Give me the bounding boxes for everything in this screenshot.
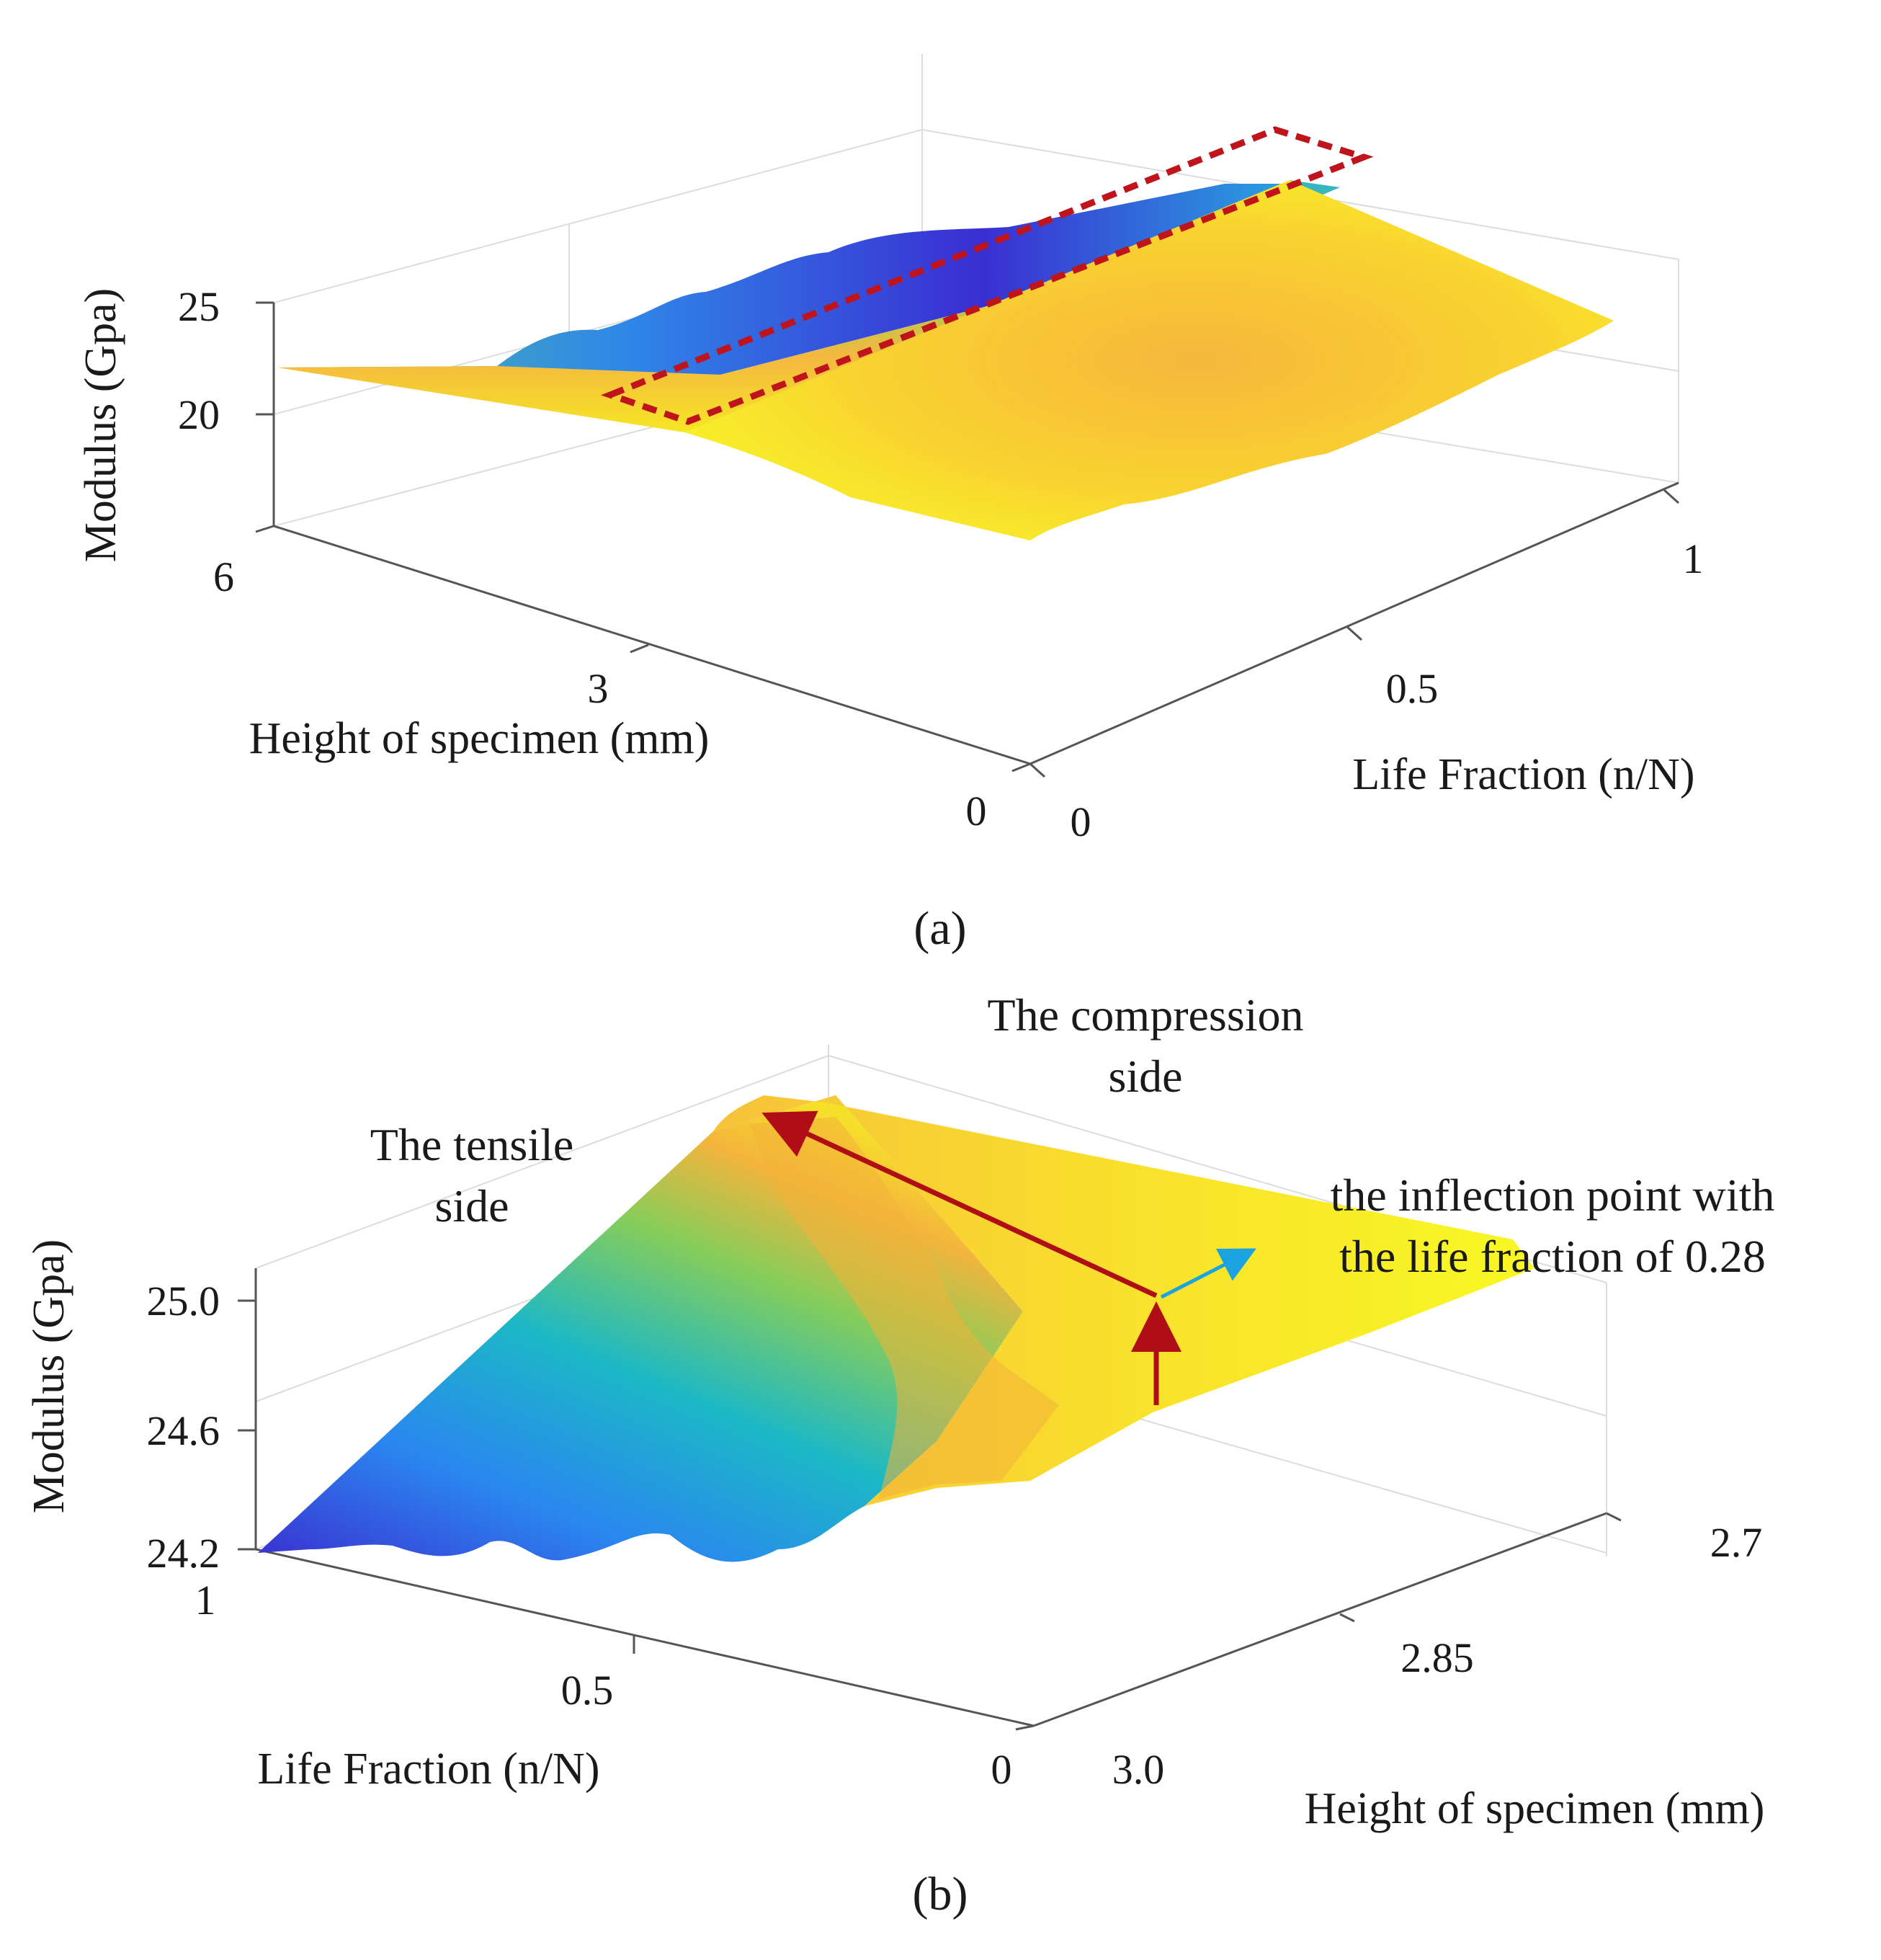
surface-a-blue-ridge [277, 184, 1282, 375]
panel-b-axes [254, 1268, 1607, 1727]
a-panel-label: (a) [913, 902, 966, 955]
a-ytick-05: 0.5 [1386, 665, 1439, 712]
b-xtick-1: 1 [195, 1577, 216, 1623]
b-ytick-285: 2.85 [1400, 1634, 1474, 1681]
note-inflection-line1: the inflection point with [1331, 1170, 1775, 1221]
a-ztick-20: 20 [178, 391, 220, 438]
b-panel-label: (b) [913, 1868, 968, 1920]
surface-a-transition [277, 180, 1340, 432]
panel-b: 25.0 24.6 24.2 1 0.5 0 3.0 2.85 2.7 Modu… [24, 989, 1774, 1920]
b-ztick-250: 25.0 [147, 1278, 220, 1324]
note-tensile-line1: The tensile [370, 1119, 574, 1170]
panel-a: 25 20 6 3 0 0 0.5 1 Modulus (Gpa) Height… [76, 54, 1704, 955]
note-inflection-line2: the life fraction of 0.28 [1339, 1231, 1766, 1282]
note-compression-line1: The compression [988, 989, 1304, 1041]
surface-b-mid-shade [749, 1117, 1059, 1499]
arrow-inflection-pointer [1160, 1248, 1256, 1299]
b-ytick-27: 2.7 [1710, 1519, 1763, 1566]
a-xlabel: Height of specimen (mm) [249, 714, 710, 763]
note-compression-line2: side [1108, 1051, 1182, 1102]
b-ztick-242: 24.2 [147, 1530, 220, 1577]
b-ztick-246: 24.6 [147, 1407, 220, 1454]
b-ylabel: Height of specimen (mm) [1305, 1784, 1765, 1833]
b-zlabel: Modulus (Gpa) [24, 1239, 73, 1514]
arrow-to-tensile [761, 1110, 1158, 1298]
b-xlabel: Life Fraction (n/N) [257, 1745, 599, 1794]
surface-b-top-plane [713, 1095, 1534, 1506]
a-ytick-0: 0 [1071, 798, 1091, 845]
a-xtick-6: 6 [213, 553, 234, 600]
a-ytick-1: 1 [1683, 535, 1704, 582]
a-xtick-0: 0 [966, 788, 987, 834]
a-xtick-3: 3 [588, 665, 609, 712]
b-ytick-30: 3.0 [1112, 1746, 1165, 1793]
a-ztick-25: 25 [178, 283, 220, 330]
b-xtick-0: 0 [991, 1746, 1012, 1793]
b-xtick-05: 0.5 [561, 1667, 614, 1714]
highlight-box-outline [601, 126, 1374, 425]
note-tensile-line2: side [434, 1180, 509, 1231]
a-zlabel: Modulus (Gpa) [76, 288, 125, 563]
surface-a-yellow-plane [684, 180, 1614, 540]
a-ylabel: Life Fraction (n/N) [1352, 750, 1694, 799]
